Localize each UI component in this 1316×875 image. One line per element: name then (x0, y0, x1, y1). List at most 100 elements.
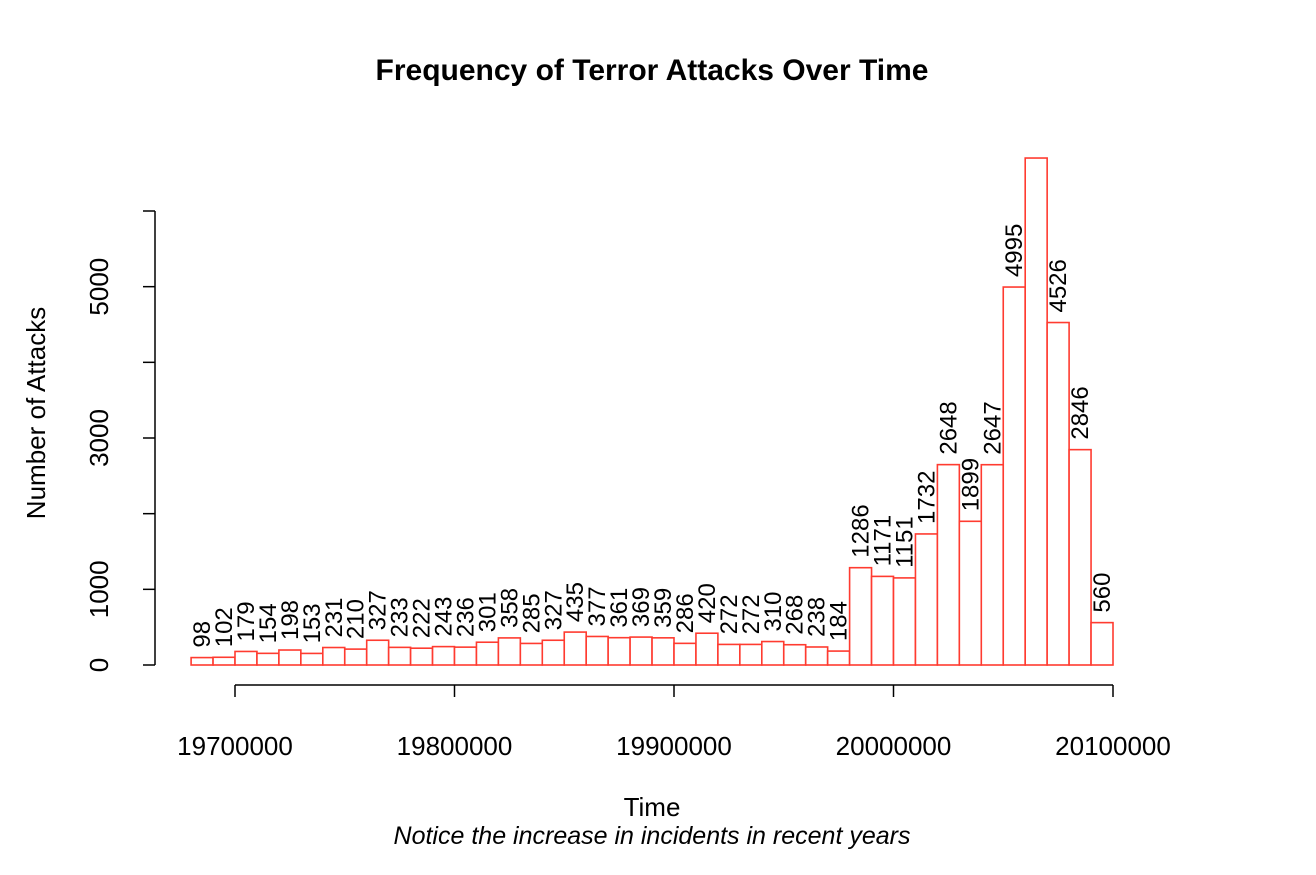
histogram-bar (431, 645, 456, 666)
x-tick-label: 19800000 (397, 731, 513, 761)
value-labels-group: 9810217915419815323121032723322224323630… (189, 224, 1116, 648)
y-tick-label: 0 (84, 658, 114, 672)
histogram-bar (387, 646, 412, 666)
histogram-bar (936, 463, 961, 666)
x-tick-label: 20000000 (836, 731, 952, 761)
histogram-bar (519, 642, 544, 666)
bar-value-label: 236 (452, 597, 479, 637)
bar-value-label: 358 (496, 588, 523, 628)
histogram-bar (1090, 621, 1114, 666)
bar-value-label: 1732 (913, 471, 940, 524)
histogram-bar (1046, 321, 1070, 666)
bar-value-label: 435 (562, 582, 589, 622)
bar-value-label: 222 (409, 598, 436, 638)
histogram-bar (804, 646, 829, 666)
bar-value-label: 4526 (1045, 259, 1072, 312)
histogram-bar (409, 647, 434, 666)
histogram-bar (739, 643, 763, 666)
histogram-bar (190, 656, 214, 666)
histogram-bar (629, 636, 653, 666)
histogram-bar (892, 577, 917, 666)
bar-value-label: 238 (804, 597, 831, 637)
bar-value-label: 243 (431, 597, 458, 637)
bar-value-label: 359 (650, 588, 677, 628)
bar-value-label: 154 (255, 603, 282, 643)
histogram-bar (870, 575, 895, 666)
histogram-bar (695, 632, 719, 666)
bar-value-label: 153 (299, 603, 326, 643)
chart-title: Frequency of Terror Attacks Over Time (376, 54, 929, 87)
histogram-bar (760, 640, 785, 666)
bar-value-label: 286 (672, 593, 699, 633)
histogram-bar (563, 631, 588, 666)
y-tick-label: 3000 (84, 409, 114, 467)
bar-value-label: 272 (738, 594, 765, 634)
chart-subtitle: Notice the increase in incidents in rece… (394, 822, 911, 850)
histogram-bar (1068, 448, 1092, 666)
y-tick-label: 5000 (84, 258, 114, 316)
bar-value-label: 210 (343, 599, 370, 639)
bar-value-label: 2846 (1067, 386, 1094, 439)
histogram-bar (321, 646, 346, 666)
bar-value-label: 102 (211, 607, 238, 647)
bar-value-label: 4995 (1001, 224, 1028, 277)
histogram-bar (848, 566, 873, 666)
histogram-bar (958, 520, 983, 666)
histogram-bar (1024, 157, 1048, 666)
histogram-bar (453, 646, 478, 666)
x-tick-label: 19700000 (177, 731, 293, 761)
histogram-bar (782, 643, 807, 666)
bar-value-label: 377 (584, 586, 611, 626)
x-axis: 19700000 19800000 19900000 20000000 20100000 (177, 684, 1171, 761)
bar-value-label: 361 (606, 588, 633, 628)
bar-value-label: 233 (387, 597, 414, 637)
histogram-bar (278, 649, 302, 666)
histogram-bar (343, 648, 368, 666)
bar-value-label: 268 (782, 595, 809, 635)
bar-value-label: 310 (760, 591, 787, 631)
x-tick-label: 19900000 (616, 731, 732, 761)
histogram-bar (475, 641, 500, 666)
histogram-bar (607, 636, 631, 666)
bar-value-label: 1286 (848, 504, 875, 557)
histogram-bar (541, 639, 566, 666)
y-tick-label: 1000 (84, 560, 114, 618)
histogram-bar (234, 650, 258, 666)
histogram-bar (717, 643, 741, 666)
bar-value-label: 285 (518, 593, 545, 633)
histogram-bar (585, 635, 609, 666)
histogram-bar (256, 652, 280, 666)
histogram-bar (980, 463, 1005, 666)
bar-value-label: 301 (474, 592, 501, 632)
x-tick-label: 20100000 (1055, 731, 1171, 761)
bar-value-label: 327 (365, 590, 392, 630)
bar-value-label: 184 (826, 601, 853, 641)
y-axis-label: Number of Attacks (21, 307, 51, 519)
bar-value-label: 98 (189, 621, 216, 648)
histogram-bar (1002, 286, 1027, 666)
histogram-bar (300, 652, 324, 666)
histogram-bar (212, 656, 236, 666)
bar-value-label: 1151 (891, 516, 918, 568)
bar-value-label: 420 (694, 583, 721, 623)
histogram-bar (651, 637, 675, 666)
bar-value-label: 369 (628, 587, 655, 627)
bar-value-label: 231 (321, 597, 348, 637)
histogram-bar (826, 650, 851, 666)
x-axis-label: Time (624, 792, 681, 822)
bar-value-label: 327 (540, 590, 567, 630)
bar-value-label: 560 (1089, 573, 1116, 613)
bar-value-label: 1899 (957, 458, 984, 511)
histogram-bar (365, 639, 390, 666)
bar-value-label: 2648 (935, 401, 962, 454)
bar-value-label: 1171 (870, 515, 897, 567)
bar-value-label: 179 (233, 601, 260, 641)
histogram-bar (914, 533, 939, 666)
bar-value-label: 2647 (979, 401, 1006, 454)
y-axis: 0 1000 3000 5000 (84, 210, 156, 672)
bar-value-label: 198 (277, 600, 304, 640)
bars-group (190, 157, 1114, 666)
histogram-bar (497, 637, 522, 666)
